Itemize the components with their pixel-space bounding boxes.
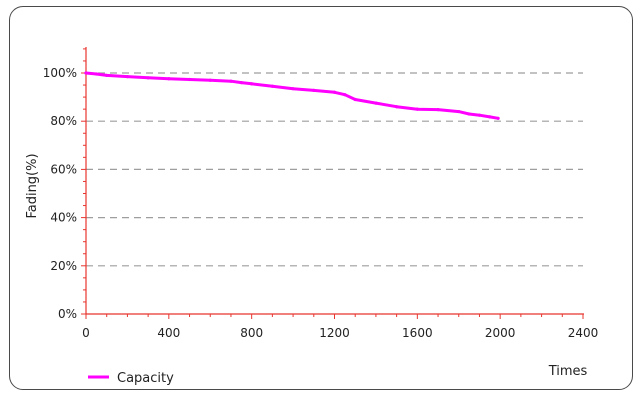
y-axis-title: Fading(%) — [25, 153, 40, 218]
series-line-capacity — [84, 71, 500, 120]
data-point-capacity-25 — [496, 116, 500, 120]
data-point-capacity-2 — [105, 73, 109, 78]
data-point-capacity-20 — [436, 108, 440, 112]
data-point-capacity-7 — [208, 78, 212, 82]
data-point-capacity-23 — [477, 113, 482, 117]
y-tick-label-20: 20% — [50, 259, 77, 273]
chart-frame — [9, 6, 633, 390]
data-point-capacity-4 — [146, 76, 150, 80]
data-point-capacity-1 — [94, 72, 98, 76]
data-point-capacity-19 — [415, 107, 419, 111]
data-point-capacity-10 — [250, 82, 254, 86]
data-point-capacity-21 — [457, 109, 461, 114]
data-point-capacity-15 — [343, 93, 347, 97]
y-tick-label-80: 80% — [50, 114, 77, 128]
legend-label-capacity: Capacity — [117, 371, 174, 386]
data-point-capacity-8 — [229, 79, 233, 83]
data-point-capacity-16 — [353, 97, 357, 102]
data-point-capacity-11 — [270, 84, 274, 88]
tick-marks — [81, 48, 584, 319]
y-tick-label-0: 0% — [58, 307, 77, 321]
data-point-capacity-12 — [291, 87, 295, 91]
data-point-capacity-3 — [125, 75, 130, 79]
x-tick-label-2000: 2000 — [485, 326, 516, 340]
legend: Capacity — [88, 371, 174, 386]
data-point-capacity-17 — [374, 101, 378, 105]
data-point-capacity-9 — [239, 81, 243, 85]
tick-labels: 0% 20% 40% 60% 80% 100% 0 400 800 1200 1600 2000 240… — [43, 66, 599, 340]
data-point-capacity-6 — [187, 77, 192, 82]
data-point-capacity-18 — [395, 105, 399, 109]
y-tick-label-100: 100% — [43, 66, 77, 80]
series-layer — [84, 71, 500, 120]
x-tick-label-1200: 1200 — [319, 326, 350, 340]
data-point-capacity-13 — [312, 88, 316, 92]
data-point-capacity-14 — [332, 90, 337, 94]
x-tick-label-2400: 2400 — [568, 326, 599, 340]
data-point-capacity-24 — [488, 115, 492, 119]
x-tick-label-800: 800 — [240, 326, 263, 340]
grid-lines — [86, 72, 583, 267]
x-tick-label-1600: 1600 — [402, 326, 433, 340]
x-tick-label-400: 400 — [157, 326, 180, 340]
data-point-capacity-22 — [467, 112, 471, 116]
y-tick-label-60: 60% — [50, 162, 77, 176]
data-point-capacity-5 — [167, 77, 171, 81]
data-point-capacity-0 — [84, 71, 88, 75]
x-tick-label-0: 0 — [82, 326, 90, 340]
y-tick-label-40: 40% — [50, 211, 77, 225]
axes — [85, 47, 584, 315]
x-axis-title: Times — [548, 364, 588, 379]
